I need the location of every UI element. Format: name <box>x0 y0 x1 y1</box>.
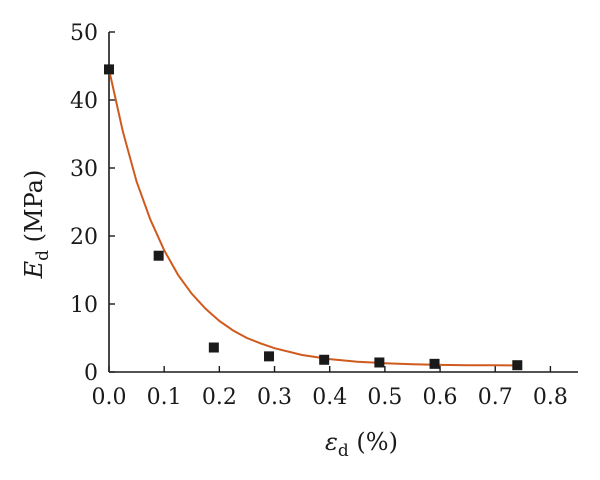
x-tick-label: 0.2 <box>202 385 237 410</box>
data-point <box>264 351 275 362</box>
data-point <box>374 357 385 368</box>
plot-area: 0.0 0.1 0.2 0.3 0.4 0.5 0.6 0.7 0.8 0 10 20 30 40 50 εd… <box>20 21 578 461</box>
x-tick-label: 0.3 <box>257 385 292 410</box>
data-point <box>512 360 523 371</box>
data-point <box>104 64 114 75</box>
x-tick-label: 0.8 <box>533 385 568 410</box>
y-axis-label: Ed (MPa) <box>20 170 53 280</box>
y-tick-label: 30 <box>70 157 98 182</box>
y-tick-label: 0 <box>84 361 98 386</box>
x-axis-label: εd (%) <box>325 428 398 461</box>
data-point <box>429 358 440 369</box>
data-point <box>153 250 164 261</box>
y-tick-label: 50 <box>70 21 98 46</box>
x-tick-label: 0.4 <box>312 385 347 410</box>
x-tick-label: 0.0 <box>92 385 127 410</box>
y-tick-label: 40 <box>70 89 98 114</box>
x-tick-label: 0.7 <box>478 385 513 410</box>
fit-curve <box>108 69 521 367</box>
y-tick-label: 20 <box>70 225 98 250</box>
x-tick-label: 0.6 <box>423 385 458 410</box>
data-point <box>319 354 330 365</box>
x-tick-label: 0.5 <box>367 385 402 410</box>
y-tick-label: 10 <box>70 293 98 318</box>
x-tick-label: 0.1 <box>147 385 182 410</box>
data-point <box>208 342 219 353</box>
